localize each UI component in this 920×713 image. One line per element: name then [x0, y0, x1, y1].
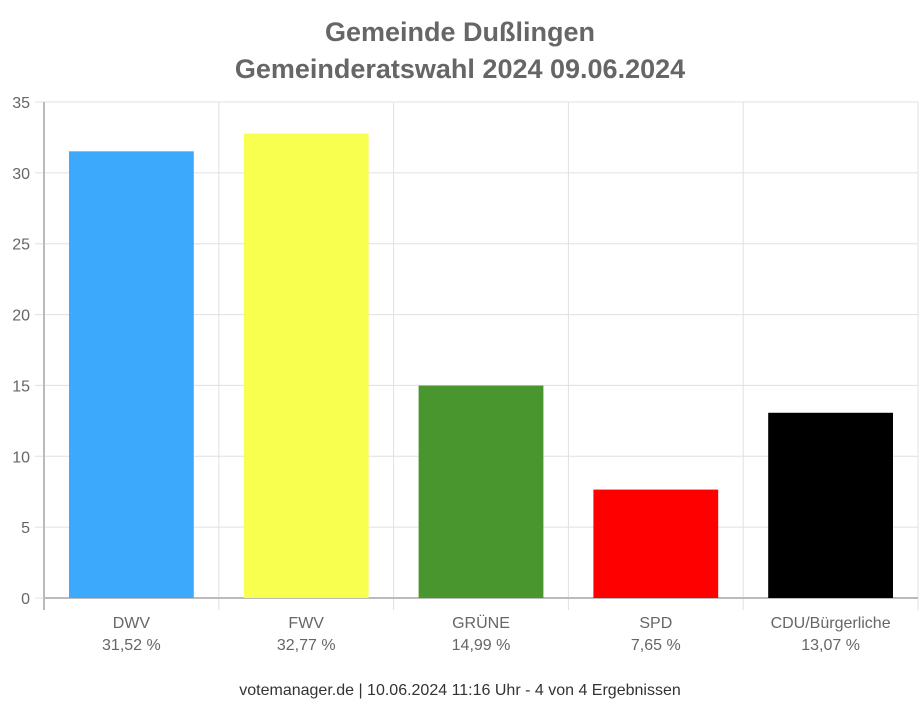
- bar-fwv[interactable]: [243, 133, 369, 598]
- x-category-label: FWV: [288, 615, 324, 632]
- x-category-label: CDU/Bürgerliche: [771, 615, 891, 632]
- chart-footer: votemanager.de | 10.06.2024 11:16 Uhr - …: [239, 682, 681, 699]
- y-tick-label: 10: [12, 449, 30, 466]
- x-value-label: 14,99 %: [452, 637, 511, 654]
- bar-dwv[interactable]: [69, 151, 194, 598]
- x-category-label: DWV: [113, 615, 151, 632]
- bar-cdu-b-rgerliche[interactable]: [768, 412, 893, 598]
- x-value-label: 31,52 %: [102, 637, 161, 654]
- x-category-label: SPD: [639, 615, 672, 632]
- bar-spd[interactable]: [593, 489, 719, 598]
- y-tick-label: 5: [21, 520, 30, 537]
- bars: [69, 133, 893, 598]
- bar-gr-ne[interactable]: [418, 385, 544, 598]
- x-labels: DWV 31,52 % FWV 32,77 % GRÜNE 14,99 % SPD 7,65 …: [102, 614, 891, 654]
- y-tick-label: 25: [12, 237, 30, 254]
- y-tick-label: 30: [12, 166, 30, 183]
- y-tick-label: 0: [21, 591, 30, 608]
- x-value-label: 13,07 %: [801, 637, 860, 654]
- x-value-label: 7,65 %: [631, 637, 681, 654]
- chart-title-line2: Gemeinderatswahl 2024 09.06.2024: [235, 54, 685, 84]
- y-tick-label: 15: [12, 378, 30, 395]
- y-tick-label: 20: [12, 308, 30, 325]
- chart-title-line1: Gemeinde Dußlingen: [325, 17, 595, 47]
- y-tick-label: 35: [12, 95, 30, 112]
- x-category-label: GRÜNE: [452, 614, 510, 632]
- x-value-label: 32,77 %: [277, 637, 336, 654]
